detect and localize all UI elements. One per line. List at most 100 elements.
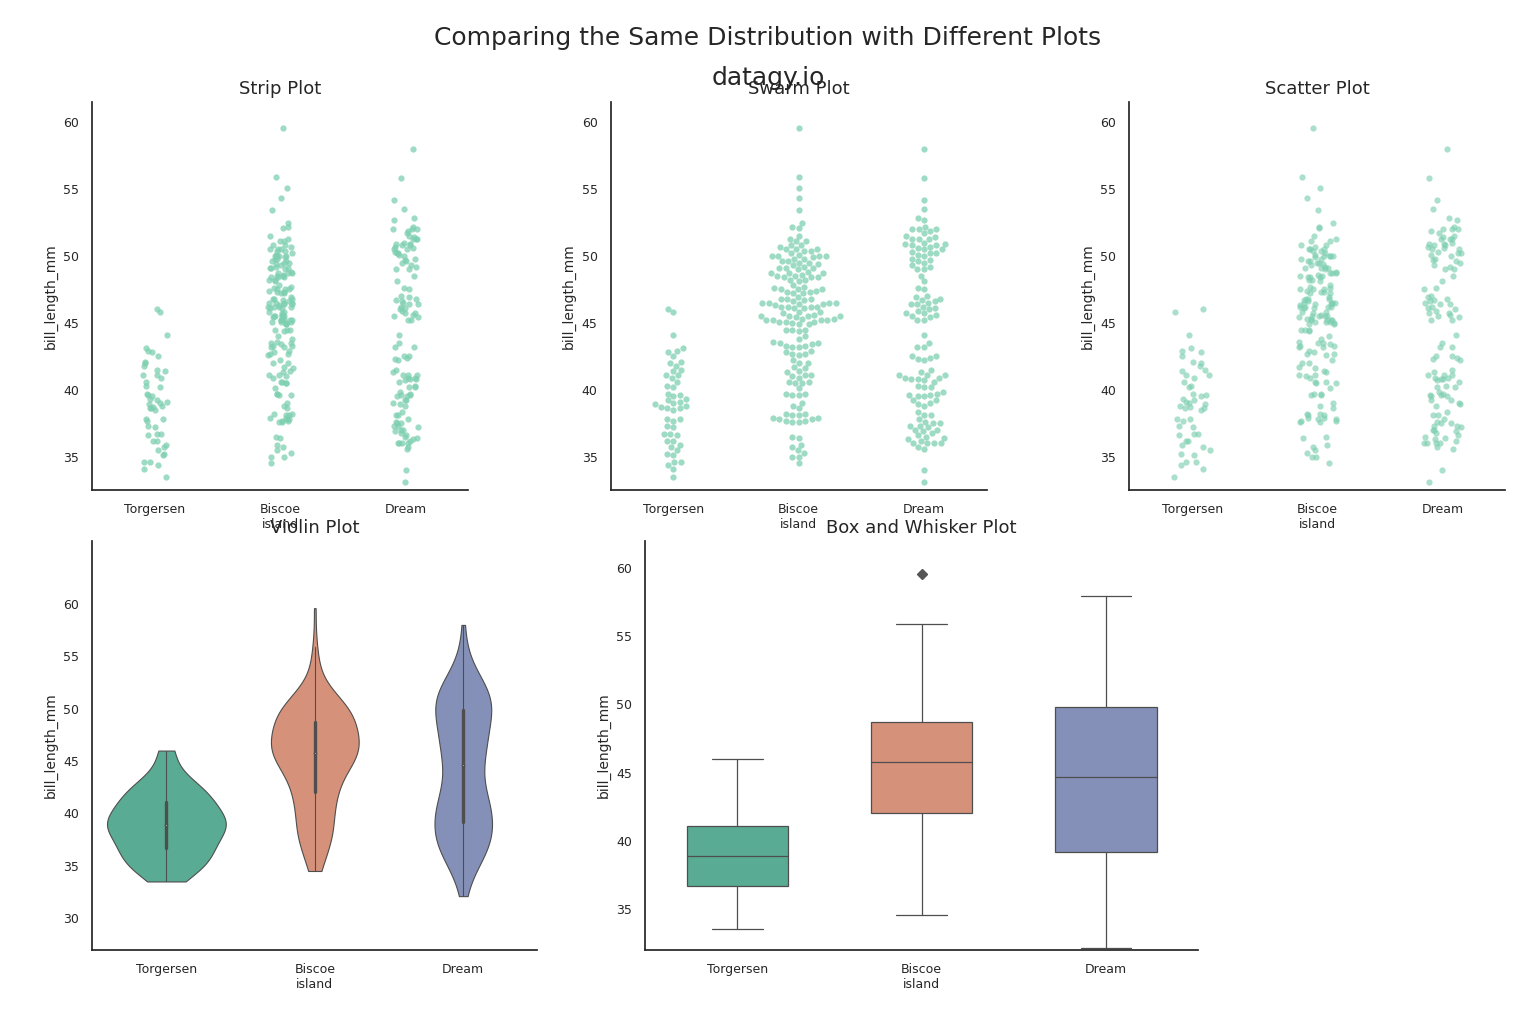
Point [263, 253, 287, 270]
Point [905, 280, 929, 296]
Point [925, 245, 949, 261]
Point [1424, 211, 1448, 228]
Point [135, 391, 160, 407]
Point [774, 241, 799, 257]
Point [384, 407, 409, 424]
Point [806, 248, 831, 264]
Point [1432, 422, 1456, 438]
Point [1421, 171, 1445, 187]
Point [912, 487, 937, 503]
Point [398, 171, 422, 187]
Point [1416, 392, 1441, 408]
Point [278, 339, 303, 355]
Point [1289, 448, 1313, 465]
Point [401, 239, 425, 255]
Point [1290, 254, 1315, 271]
Point [1296, 293, 1321, 309]
Point [1448, 305, 1473, 322]
Point [793, 328, 817, 344]
Point [816, 312, 840, 329]
Point [793, 300, 817, 317]
Point [1319, 261, 1344, 278]
Point [900, 435, 925, 451]
Point [266, 270, 290, 286]
Point [657, 426, 682, 442]
Point [1303, 298, 1327, 314]
Point [1441, 293, 1465, 309]
Point [1287, 306, 1312, 323]
Point [257, 387, 281, 403]
Point [932, 430, 957, 446]
Point [269, 304, 293, 321]
Point [138, 433, 163, 449]
Point [263, 374, 287, 390]
Point [280, 367, 304, 383]
Point [1292, 411, 1316, 428]
Point [1193, 439, 1218, 455]
Point [143, 362, 167, 379]
Point [1313, 270, 1338, 286]
Point [656, 392, 680, 408]
Point [1172, 397, 1197, 414]
Point [258, 400, 283, 417]
Point [1438, 309, 1462, 326]
Point [919, 425, 943, 441]
Point [280, 300, 304, 317]
Point [665, 442, 690, 458]
Point [260, 254, 284, 271]
Point [1295, 386, 1319, 402]
Point [905, 351, 929, 368]
Point [919, 407, 943, 424]
Point [800, 249, 825, 265]
Point [144, 388, 169, 404]
Point [257, 322, 281, 338]
Y-axis label: bill_length_mm: bill_length_mm [596, 692, 610, 798]
Point [398, 422, 422, 438]
Point [648, 399, 673, 416]
Point [665, 343, 690, 359]
Point [668, 453, 693, 470]
Point [925, 237, 949, 253]
Point [799, 343, 823, 359]
Point [911, 298, 935, 314]
Point [138, 418, 163, 434]
Point [263, 237, 287, 253]
Point [668, 387, 693, 403]
Point [793, 405, 817, 422]
Point [1304, 331, 1329, 347]
Point [1313, 328, 1338, 344]
Point [668, 400, 693, 417]
Point [1184, 419, 1209, 435]
Point [754, 312, 779, 329]
Point [275, 280, 300, 296]
Point [393, 435, 418, 451]
Point [1315, 409, 1339, 426]
Point [1186, 412, 1210, 429]
Point [1324, 362, 1349, 379]
Point [911, 423, 935, 439]
Point [1301, 256, 1326, 273]
Point [925, 386, 949, 402]
Point [1164, 418, 1189, 434]
Point [273, 291, 298, 307]
Point [799, 411, 823, 428]
Point [906, 221, 931, 237]
Point [790, 375, 814, 391]
Point [135, 460, 160, 477]
Point [805, 298, 829, 314]
Point [396, 236, 421, 252]
Point [1442, 225, 1467, 241]
Point [260, 374, 284, 390]
Point [398, 231, 422, 247]
Point [774, 322, 799, 338]
Point [387, 240, 412, 256]
Point [267, 387, 292, 403]
Point [257, 265, 281, 282]
Point [401, 288, 425, 304]
Point [1298, 289, 1322, 305]
Point [779, 245, 803, 261]
Point [1306, 266, 1330, 283]
Point [802, 306, 826, 323]
Point [146, 400, 170, 417]
Point [272, 313, 296, 330]
